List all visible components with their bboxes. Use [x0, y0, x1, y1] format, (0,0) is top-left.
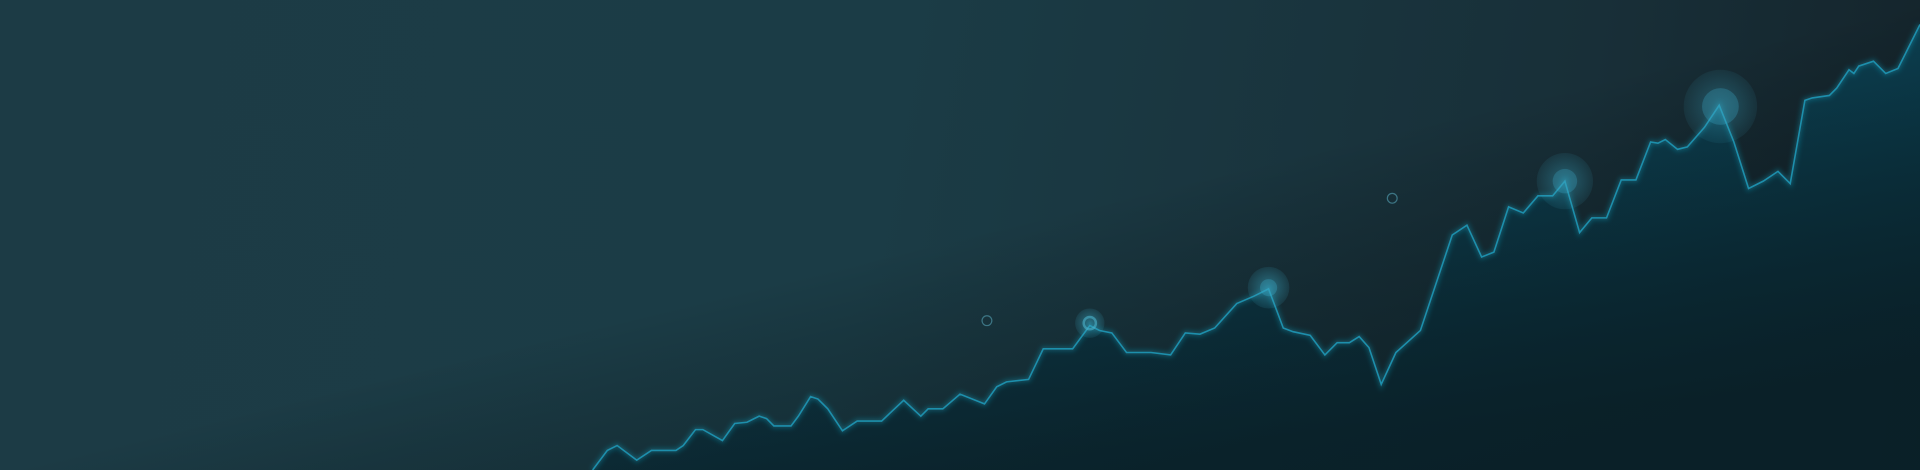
- pulse-inner: [1260, 279, 1278, 297]
- pulse-inner: [1552, 168, 1578, 194]
- pulse-outer: [1075, 308, 1105, 338]
- pulse-inner: [1702, 88, 1739, 125]
- pulse-outer: [1683, 69, 1758, 144]
- pulse-outer: [1536, 152, 1594, 210]
- dot: [1386, 192, 1398, 204]
- pulse-outer: [1247, 266, 1290, 309]
- dot: [981, 315, 993, 327]
- pulse-markers: [981, 69, 1758, 338]
- pulse-inner: [1082, 315, 1098, 331]
